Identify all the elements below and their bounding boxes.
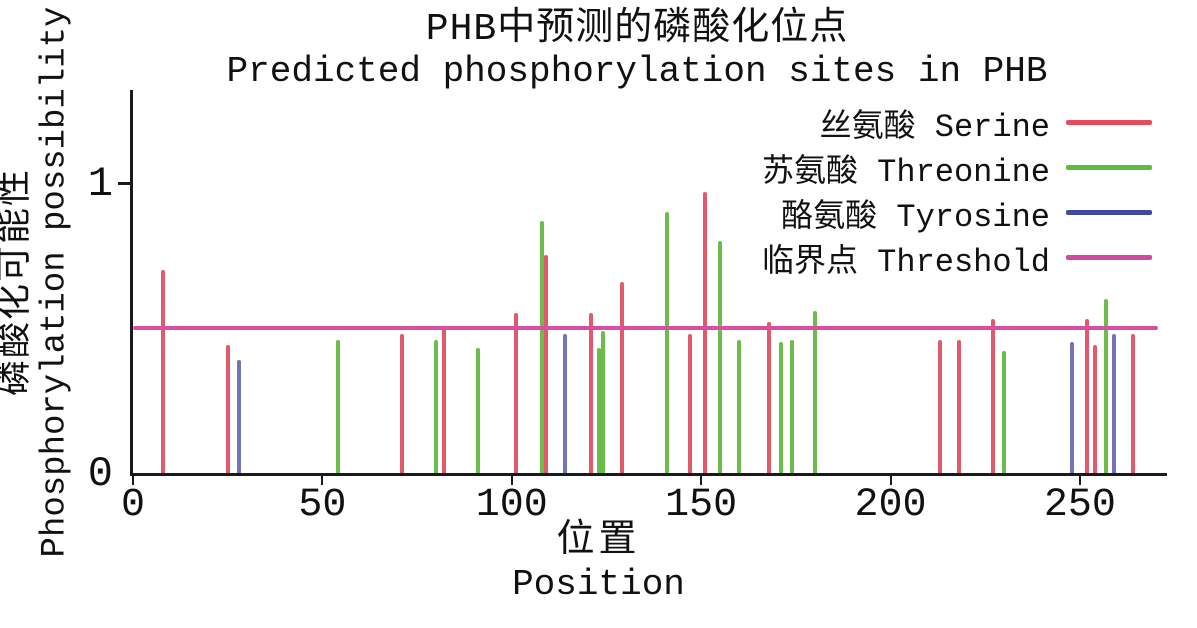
legend-line-swatch-3 (1066, 255, 1152, 260)
stem-bar-threonine-155 (718, 240, 723, 473)
plot-area: 0 50 100 150 200 250 0 1 (88, 90, 1167, 528)
legend-row-1: 苏氨酸 Threonine (640, 145, 1152, 191)
legend-label-0: 丝氨酸 Serine (819, 108, 1050, 146)
stem-bar-threonine-160 (737, 339, 741, 473)
legend: 丝氨酸 Serine 苏氨酸 Threonine 酪氨酸 Tyrosine 临界点 T… (640, 100, 1152, 281)
x-tick-label-250: 250 (1043, 483, 1116, 528)
y-tick-mark-1 (118, 181, 130, 185)
stem-bar-serine-101 (513, 313, 518, 473)
stem-bar-serine-252 (1085, 319, 1090, 473)
stem-bar-tyrosine-114 (562, 333, 567, 473)
stem-bar-threonine-108 (540, 220, 545, 473)
legend-label-1: 苏氨酸 Threonine (761, 153, 1050, 191)
x-tick-mark-250 (1078, 476, 1081, 485)
stem-bar-serine-151 (702, 191, 707, 473)
stem-bar-serine-8 (161, 269, 166, 473)
legend-row-0: 丝氨酸 Serine (640, 100, 1152, 146)
stem-bar-serine-147 (687, 333, 692, 473)
threshold-line (133, 325, 1158, 330)
x-tick-label-200: 200 (854, 483, 927, 528)
stem-bar-serine-82 (441, 327, 446, 473)
y-axis-label: 磷酸化可能性 Phosphorylation possibility (0, 6, 74, 557)
legend-line-swatch-1 (1066, 165, 1152, 170)
chart-title: PHB中预测的磷酸化位点 Predicted phosphorylation s… (120, 8, 1154, 92)
stem-bar-tyrosine-259 (1111, 333, 1116, 473)
stem-bar-serine-25 (225, 345, 230, 473)
x-tick-mark-0 (132, 476, 134, 485)
x-axis-label-en: Position (512, 564, 685, 605)
stem-bar-serine-264 (1130, 333, 1135, 473)
stem-bar-threonine-80 (434, 339, 438, 473)
stem-bar-serine-109 (543, 255, 548, 473)
x-axis-label-zh: 位置 (556, 520, 641, 563)
stem-bar-threonine-180 (812, 310, 817, 473)
stem-bar-threonine-123 (596, 348, 601, 473)
x-tick-label-100: 100 (475, 483, 548, 528)
x-tick-label-150: 150 (665, 483, 738, 528)
x-tick-label-50: 50 (298, 483, 347, 528)
x-tick-mark-100 (510, 476, 513, 485)
stem-bar-serine-227 (990, 319, 995, 473)
x-axis-label: 位置 Position (0, 520, 1197, 606)
legend-line-swatch-2 (1066, 210, 1152, 215)
legend-line-swatch-0 (1066, 120, 1152, 125)
y-tick-label-1: 1 (87, 159, 113, 208)
stem-bar-threonine-257 (1104, 298, 1109, 473)
legend-label-3: 临界点 Threshold (761, 243, 1050, 281)
stem-bar-serine-71 (399, 333, 404, 473)
stem-bar-tyrosine-248 (1070, 342, 1075, 473)
stem-bar-threonine-230 (1002, 351, 1007, 473)
stem-bar-serine-254 (1093, 345, 1098, 473)
stem-bar-threonine-91 (475, 348, 480, 473)
stem-bar-threonine-54 (335, 339, 340, 473)
stem-bar-serine-121 (589, 313, 594, 473)
x-tick-mark-50 (321, 476, 324, 485)
legend-label-2: 酪氨酸 Tyrosine (781, 198, 1050, 236)
x-tick-mark-150 (700, 476, 703, 485)
y-axis-label-zh: 磷酸化可能性 (0, 167, 37, 396)
stem-bar-serine-168 (767, 322, 772, 473)
y-tick-label-0: 0 (87, 450, 113, 498)
stem-bar-serine-218 (956, 339, 961, 473)
legend-row-2: 酪氨酸 Tyrosine (640, 190, 1152, 236)
stem-bar-threonine-141 (665, 211, 670, 473)
stem-bar-threonine-171 (778, 342, 783, 473)
stem-bar-tyrosine-28 (237, 359, 242, 473)
x-tick-label-0: 0 (120, 483, 145, 528)
stem-bar-serine-129 (619, 281, 624, 473)
stem-bar-serine-213 (937, 339, 942, 473)
chart-title-zh: PHB中预测的磷酸化位点 (425, 8, 849, 51)
stem-bar-threonine-174 (790, 339, 795, 473)
chart-title-en: Predicted phosphorylation sites in PHB (226, 51, 1048, 92)
x-tick-mark-200 (889, 476, 892, 485)
stem-bar-threonine-124 (600, 330, 605, 473)
legend-row-3: 临界点 Threshold (640, 235, 1152, 281)
